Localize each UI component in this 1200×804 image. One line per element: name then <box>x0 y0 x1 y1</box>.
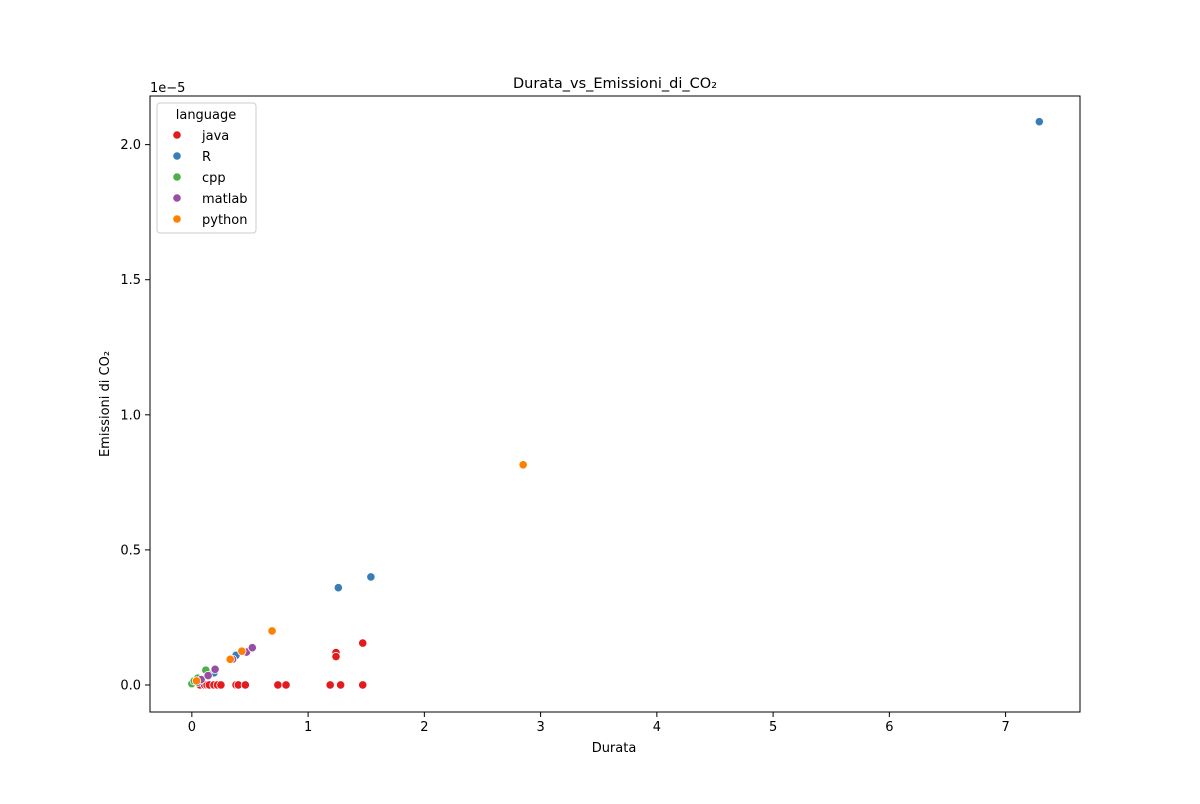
y-axis-ticks: 0.0 0.5 1.0 1.5 2.0 <box>120 138 150 693</box>
legend-label-java: java <box>201 129 229 144</box>
data-points <box>187 117 1044 690</box>
y-tick-label: 0.5 <box>120 543 141 558</box>
point-python <box>191 676 202 686</box>
point-java <box>273 680 283 690</box>
legend-label-r: R <box>202 150 211 165</box>
legend-marker-r <box>172 151 182 161</box>
x-tick-label: 1 <box>304 720 312 735</box>
x-axis-ticks: 0 1 2 3 4 5 6 7 <box>188 712 1010 735</box>
x-tick-label: 7 <box>1001 720 1009 735</box>
point-java <box>358 680 368 690</box>
point-r <box>1034 117 1044 127</box>
legend-label-python: python <box>202 213 247 228</box>
point-python <box>225 654 235 664</box>
legend-marker-cpp <box>172 172 182 182</box>
x-tick-label: 3 <box>536 720 544 735</box>
point-java <box>331 652 341 662</box>
y-tick-label: 2.0 <box>120 138 141 153</box>
point-java <box>336 680 346 690</box>
point-r <box>366 572 376 582</box>
y-tick-label: 1.0 <box>120 408 141 423</box>
y-tick-label: 0.0 <box>120 678 141 693</box>
x-tick-label: 5 <box>769 720 777 735</box>
point-r <box>333 583 343 593</box>
legend-box <box>156 102 257 234</box>
point-matlab <box>247 643 257 653</box>
point-matlab <box>203 670 213 681</box>
point-java <box>358 638 368 648</box>
legend-marker-java <box>172 130 182 140</box>
y-axis-label: Emissioni di CO₂ <box>98 351 113 457</box>
point-java <box>325 680 335 690</box>
point-python <box>518 460 528 470</box>
x-tick-label: 0 <box>188 720 196 735</box>
plot-frame <box>149 95 1081 713</box>
legend-marker-python <box>172 214 182 224</box>
point-java <box>281 680 291 690</box>
legend-title: language <box>176 108 237 123</box>
y-axis-offset-label: 1e−5 <box>150 81 185 96</box>
y-tick-label: 1.5 <box>120 273 141 288</box>
point-python <box>267 626 277 636</box>
point-java <box>216 680 226 690</box>
point-python <box>237 646 247 656</box>
x-tick-label: 6 <box>885 720 893 735</box>
legend-label-cpp: cpp <box>202 171 226 186</box>
chart-title: Durata_vs_Emissioni_di_CO₂ <box>513 76 717 92</box>
legend-marker-matlab <box>172 193 182 203</box>
legend-label-matlab: matlab <box>202 192 248 207</box>
point-java <box>240 680 250 690</box>
x-tick-label: 2 <box>420 720 428 735</box>
x-tick-label: 4 <box>653 720 661 735</box>
point-matlab <box>210 664 220 674</box>
x-axis-label: Durata <box>592 741 637 756</box>
